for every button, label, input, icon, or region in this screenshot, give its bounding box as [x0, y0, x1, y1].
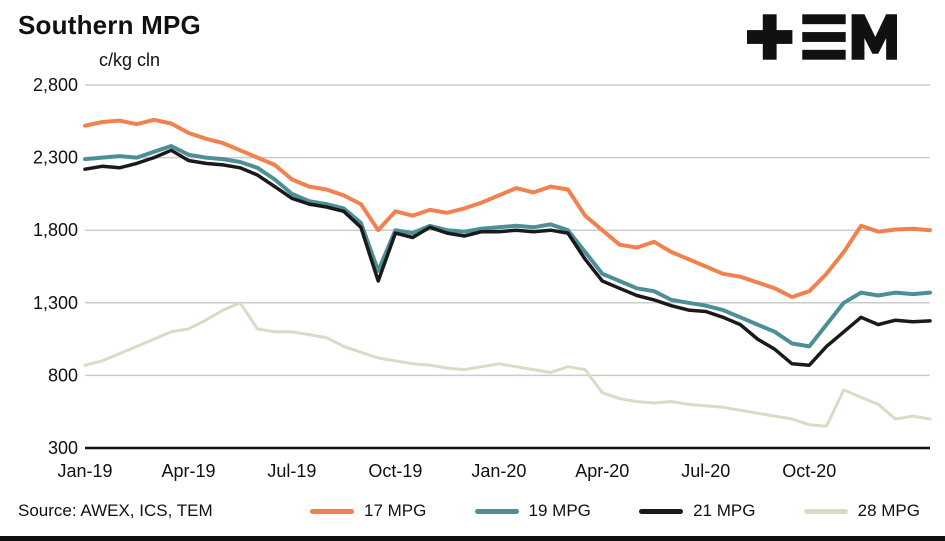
y-tick-label: 1,800: [33, 220, 78, 240]
x-tick-label: Jul-20: [681, 461, 730, 481]
y-tick-label: 800: [48, 365, 78, 385]
legend-item-28-mpg: 28 MPG: [803, 501, 920, 521]
x-tick-label: Oct-19: [368, 461, 422, 481]
x-tick-label: Jan-19: [57, 461, 112, 481]
footer: Source: AWEX, ICS, TEM: [18, 498, 920, 524]
y-tick-label: 1,300: [33, 293, 78, 313]
y-tick-label: 2,300: [33, 148, 78, 168]
x-tick-label: Jul-19: [267, 461, 316, 481]
legend-item-19-mpg: 19 MPG: [474, 501, 591, 521]
series-line-17-mpg: [83, 117, 932, 299]
x-tick-label: Apr-20: [575, 461, 629, 481]
legend-label-17-mpg: 17 MPG: [364, 501, 427, 520]
series-line-19-mpg: [83, 144, 932, 349]
y-tick-label: 2,800: [33, 75, 78, 95]
source-note: Source: AWEX, ICS, TEM: [18, 501, 213, 520]
page-title: Southern MPG: [18, 10, 201, 40]
legend-item-17-mpg: 17 MPG: [310, 501, 426, 521]
legend-swatch-17-mpg-icon: [310, 508, 354, 514]
legend-swatch-28-mpg-icon: [803, 508, 848, 514]
x-tick-label: Jan-20: [471, 461, 526, 481]
y-tick-label: 300: [48, 438, 78, 458]
y-axis-unit-label: c/kg cln: [99, 50, 161, 70]
legend-label-19-mpg: 19 MPG: [528, 501, 591, 520]
legend-label-28-mpg: 28 MPG: [857, 501, 920, 520]
series-line-21-mpg: [83, 148, 932, 367]
chart-legend: 17 MPG 19 MPG 21 MPG 28 MPG: [310, 498, 920, 524]
tem-logo-icon: [747, 14, 897, 60]
x-tick-label: Apr-19: [161, 461, 215, 481]
legend-swatch-19-mpg-icon: [474, 508, 519, 514]
legend-item-21-mpg: 21 MPG: [639, 501, 755, 521]
legend-label-21-mpg: 21 MPG: [693, 501, 756, 520]
x-tick-label: Oct-20: [782, 461, 836, 481]
series-line-28-mpg: [83, 301, 932, 428]
legend-swatch-21-mpg-icon: [639, 508, 684, 514]
